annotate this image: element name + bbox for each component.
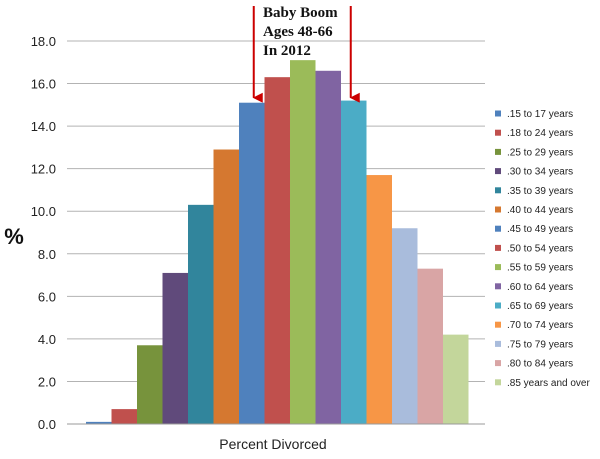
y-tick-label: 10.0 xyxy=(31,204,56,219)
legend-label: .75 to 79 years xyxy=(507,339,573,350)
y-tick-label: 12.0 xyxy=(31,162,56,177)
legend-label: .85 years and over xyxy=(507,378,590,389)
y-tick-label: 4.0 xyxy=(38,332,56,347)
legend-label: .55 to 59 years xyxy=(507,263,573,274)
bar xyxy=(162,272,188,424)
legend-swatch xyxy=(495,302,501,309)
y-axis-ticks: 0.0 2.0 4.0 6.0 8.0 10.0 12.0 14.0 16.0 18.0 xyxy=(31,34,56,432)
bar xyxy=(290,60,316,425)
bar xyxy=(392,228,418,424)
legend-label: .18 to 24 years xyxy=(507,128,573,139)
x-axis-label: Percent Divorced xyxy=(219,436,326,452)
bar xyxy=(417,268,443,424)
legend-label: .35 to 39 years xyxy=(507,186,573,197)
bar xyxy=(137,345,163,424)
legend-label: .50 to 54 years xyxy=(507,243,573,254)
bar xyxy=(188,204,214,424)
bars xyxy=(86,60,469,425)
legend-swatch xyxy=(495,129,501,136)
y-tick-label: 2.0 xyxy=(38,374,56,389)
annotation-text: Baby Boom xyxy=(263,5,338,21)
bar xyxy=(239,102,265,424)
y-axis-label: % xyxy=(4,224,24,249)
legend-swatch xyxy=(495,168,501,175)
bar xyxy=(341,100,367,425)
legend-label: .30 to 34 years xyxy=(507,167,573,178)
y-tick-label: 16.0 xyxy=(31,77,56,92)
y-tick-label: 6.0 xyxy=(38,289,56,304)
bar xyxy=(443,334,469,424)
bar xyxy=(86,421,112,424)
legend-swatch xyxy=(495,379,501,386)
y-tick-label: 0.0 xyxy=(38,417,56,432)
legend-swatch xyxy=(495,264,501,271)
annotation-text: In 2012 xyxy=(263,43,311,59)
legend-swatch xyxy=(495,110,501,117)
y-tick-label: 8.0 xyxy=(38,247,56,262)
legend-swatch xyxy=(495,148,501,155)
bar xyxy=(264,77,290,424)
annotation-text: Ages 48-66 xyxy=(263,24,333,40)
legend-label: .45 to 49 years xyxy=(507,224,573,235)
legend-label: .40 to 44 years xyxy=(507,205,573,216)
legend-swatch xyxy=(495,283,501,290)
legend-swatch xyxy=(495,206,501,213)
legend-label: .70 to 74 years xyxy=(507,320,573,331)
bar xyxy=(111,409,137,424)
legend-swatch xyxy=(495,340,501,347)
annotation: Baby Boom Ages 48-66 In 2012 xyxy=(252,5,360,103)
y-tick-label: 14.0 xyxy=(31,119,56,134)
legend-swatch xyxy=(495,321,501,328)
y-tick-label: 18.0 xyxy=(31,34,56,49)
bar xyxy=(366,175,392,424)
legend-label: .15 to 17 years xyxy=(507,109,573,120)
bar xyxy=(315,70,341,425)
legend-swatch xyxy=(495,225,501,232)
legend-label: .80 to 84 years xyxy=(507,359,573,370)
legend-label: .60 to 64 years xyxy=(507,282,573,293)
legend-label: .25 to 29 years xyxy=(507,147,573,158)
legend-swatch xyxy=(495,187,501,194)
legend: .15 to 17 years .18 to 24 years .25 to 29 … xyxy=(495,109,590,389)
legend-label: .65 to 69 years xyxy=(507,301,573,312)
bar xyxy=(213,149,239,424)
legend-swatch xyxy=(495,360,501,367)
legend-swatch xyxy=(495,244,501,251)
